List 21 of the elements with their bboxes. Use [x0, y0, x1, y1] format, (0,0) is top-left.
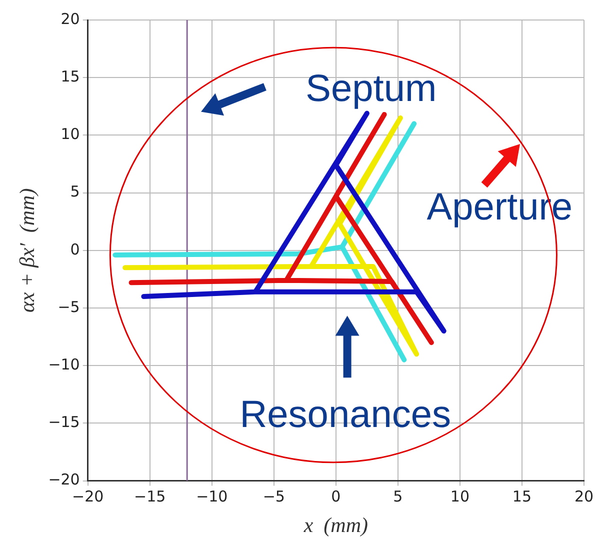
x-tick-label: 20 — [574, 488, 594, 506]
x-axis-title: x (mm) — [302, 512, 368, 537]
y-axis-title: αx + βx′ (mm) — [15, 188, 40, 313]
x-tick-label: 10 — [450, 488, 470, 506]
annotation: Resonances — [240, 394, 451, 436]
y-tick-label: −5 — [58, 298, 80, 316]
y-tick-label: −10 — [48, 355, 80, 374]
x-tick-label: −10 — [196, 488, 228, 506]
annotation: Septum — [306, 68, 437, 110]
y-tick-label: 10 — [60, 125, 80, 144]
x-tick-label: −5 — [262, 488, 285, 506]
y-tick-label: −15 — [48, 413, 80, 432]
x-tick-label: 5 — [393, 488, 403, 506]
y-tick-label: 0 — [70, 240, 80, 258]
x-tick-label: −15 — [134, 488, 166, 506]
y-tick-label: 5 — [70, 182, 80, 201]
y-tick-label: 15 — [60, 67, 80, 86]
y-tick-label: 20 — [60, 10, 80, 28]
y-tick-label: −20 — [48, 470, 80, 489]
x-tick-label: 0 — [331, 488, 341, 506]
x-tick-label: 15 — [512, 488, 532, 506]
